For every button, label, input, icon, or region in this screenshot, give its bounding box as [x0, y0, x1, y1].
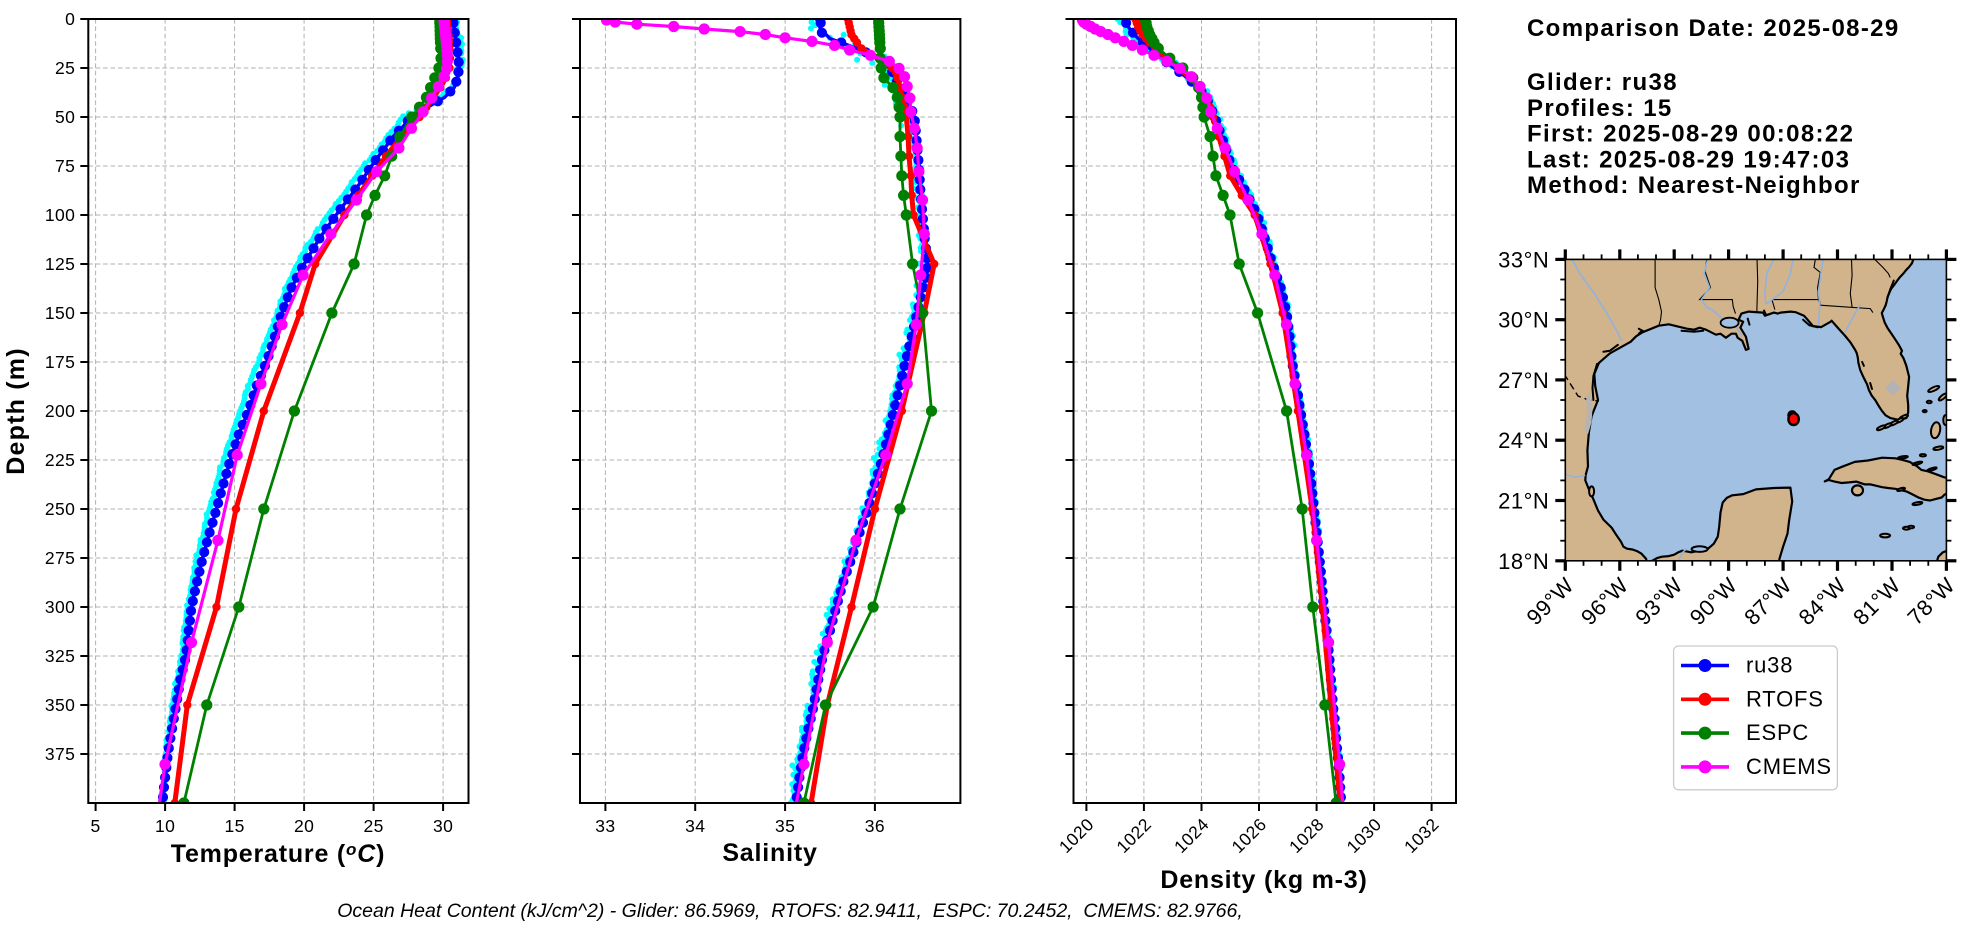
svg-text:200: 200: [45, 401, 75, 421]
svg-text:275: 275: [45, 548, 75, 568]
svg-text:Comparison Date: 2025-08-29: Comparison Date: 2025-08-29: [1527, 15, 1900, 42]
svg-text:125: 125: [45, 254, 75, 274]
svg-text:RTOFS: RTOFS: [1746, 686, 1824, 711]
svg-text:150: 150: [45, 303, 75, 323]
svg-text:Method: Nearest-Neighbor: Method: Nearest-Neighbor: [1527, 172, 1861, 199]
svg-text:Depth (m): Depth (m): [2, 347, 30, 474]
svg-text:35: 35: [775, 816, 795, 836]
svg-text:Salinity: Salinity: [722, 839, 817, 867]
svg-text:Last: 2025-08-29 19:47:03: Last: 2025-08-29 19:47:03: [1527, 146, 1850, 173]
svg-text:Density (kg m-3): Density (kg m-3): [1160, 866, 1367, 894]
svg-text:21°N: 21°N: [1498, 489, 1549, 514]
svg-text:Ocean Heat Content (kJ/cm^2) -: Ocean Heat Content (kJ/cm^2) - Glider: 8…: [337, 900, 1243, 922]
svg-text:15: 15: [224, 816, 244, 836]
svg-text:30: 30: [433, 816, 453, 836]
svg-text:ru38: ru38: [1746, 653, 1793, 678]
svg-text:30°N: 30°N: [1498, 308, 1549, 333]
svg-text:27°N: 27°N: [1498, 368, 1549, 393]
svg-text:CMEMS: CMEMS: [1746, 754, 1832, 779]
svg-text:100: 100: [45, 205, 75, 225]
svg-text:24°N: 24°N: [1498, 428, 1549, 453]
svg-text:300: 300: [45, 597, 75, 617]
svg-text:375: 375: [45, 744, 75, 764]
svg-text:33°N: 33°N: [1498, 247, 1549, 272]
svg-text:325: 325: [45, 646, 75, 666]
svg-text:Profiles: 15: Profiles: 15: [1527, 95, 1673, 122]
svg-text:18°N: 18°N: [1498, 549, 1549, 574]
svg-text:250: 250: [45, 499, 75, 519]
svg-text:225: 225: [45, 450, 75, 470]
svg-text:350: 350: [45, 695, 75, 715]
svg-text:Glider: ru38: Glider: ru38: [1527, 69, 1678, 96]
svg-text:0: 0: [65, 9, 75, 29]
svg-text:ESPC: ESPC: [1746, 720, 1809, 745]
svg-text:First: 2025-08-29 00:08:22: First: 2025-08-29 00:08:22: [1527, 121, 1854, 148]
svg-text:50: 50: [55, 107, 75, 127]
svg-text:75: 75: [55, 156, 75, 176]
svg-text:34: 34: [685, 816, 705, 836]
svg-text:33: 33: [595, 816, 615, 836]
svg-text:5: 5: [91, 816, 101, 836]
svg-text:25: 25: [55, 58, 75, 78]
svg-text:20: 20: [294, 816, 314, 836]
svg-text:25: 25: [363, 816, 383, 836]
svg-text:10: 10: [155, 816, 175, 836]
svg-text:175: 175: [45, 352, 75, 372]
svg-text:36: 36: [865, 816, 885, 836]
